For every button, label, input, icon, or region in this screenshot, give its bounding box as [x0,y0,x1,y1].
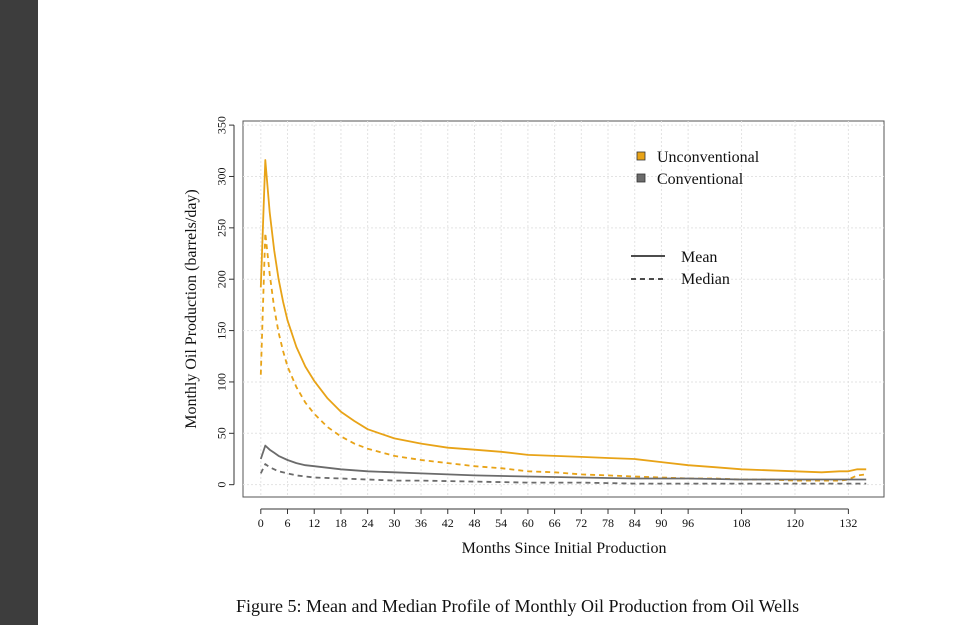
y-tick-label-1: 50 [215,427,229,439]
x-tick-label-11: 66 [549,516,561,530]
series-lines [259,159,867,485]
legend-label-median: Median [681,271,730,288]
legend-label-mean: Mean [681,249,717,266]
x-tick-label-4: 24 [362,516,374,530]
x-tick-label-7: 42 [442,516,454,530]
x-tick-label-3: 18 [335,516,347,530]
x-tick-label-6: 36 [415,516,427,530]
grid-lines [243,121,884,497]
y-tick-label-2: 100 [215,373,229,391]
y-axis-title: Monthly Oil Production (barrels/day) [183,189,200,429]
y-tick-label-6: 300 [215,167,229,185]
legend: Unconventional Conventional Mean Median [631,149,760,288]
y-tick-label-7: 350 [215,116,229,134]
y-tick-label-0: 0 [215,482,229,488]
series-line-conventional-mean [259,444,867,481]
x-tick-label-5: 30 [388,516,400,530]
sidebar-dark-strip [0,0,38,625]
x-tick-label-12: 72 [575,516,587,530]
legend-label-unconventional: Unconventional [657,149,760,166]
x-tick-label-15: 90 [655,516,667,530]
series-line-unconventional-median [259,232,867,482]
legend-swatch-unconventional [636,151,646,161]
x-tick-label-13: 78 [602,516,614,530]
series-line-conventional-median [259,463,867,485]
x-axis-title: Months Since Initial Production [462,540,667,557]
x-tick-label-14: 84 [629,516,641,530]
plot-frame [242,120,885,498]
y-tick-label-5: 250 [215,219,229,237]
x-tick-label-19: 132 [839,516,857,530]
x-tick-label-1: 6 [285,516,291,530]
x-tick-label-18: 120 [786,516,804,530]
x-tick-label-0: 0 [258,516,264,530]
axes: 0 6 12 18 24 30 36 42 48 54 60 66 72 78 84 90 96 108 120 13… [215,116,858,530]
figure-caption: Figure 5: Mean and Median Profile of Mon… [236,596,800,616]
x-tick-label-2: 12 [308,516,320,530]
y-tick-label-3: 150 [215,322,229,340]
y-tick-label-4: 200 [215,270,229,288]
x-tick-label-8: 48 [468,516,480,530]
series-line-unconventional-mean [259,159,867,474]
x-tick-label-10: 60 [522,516,534,530]
legend-label-conventional: Conventional [657,171,744,188]
x-tick-label-9: 54 [495,516,507,530]
legend-swatch-conventional [636,173,646,183]
x-tick-label-16: 96 [682,516,694,530]
x-tick-label-17: 108 [733,516,751,530]
